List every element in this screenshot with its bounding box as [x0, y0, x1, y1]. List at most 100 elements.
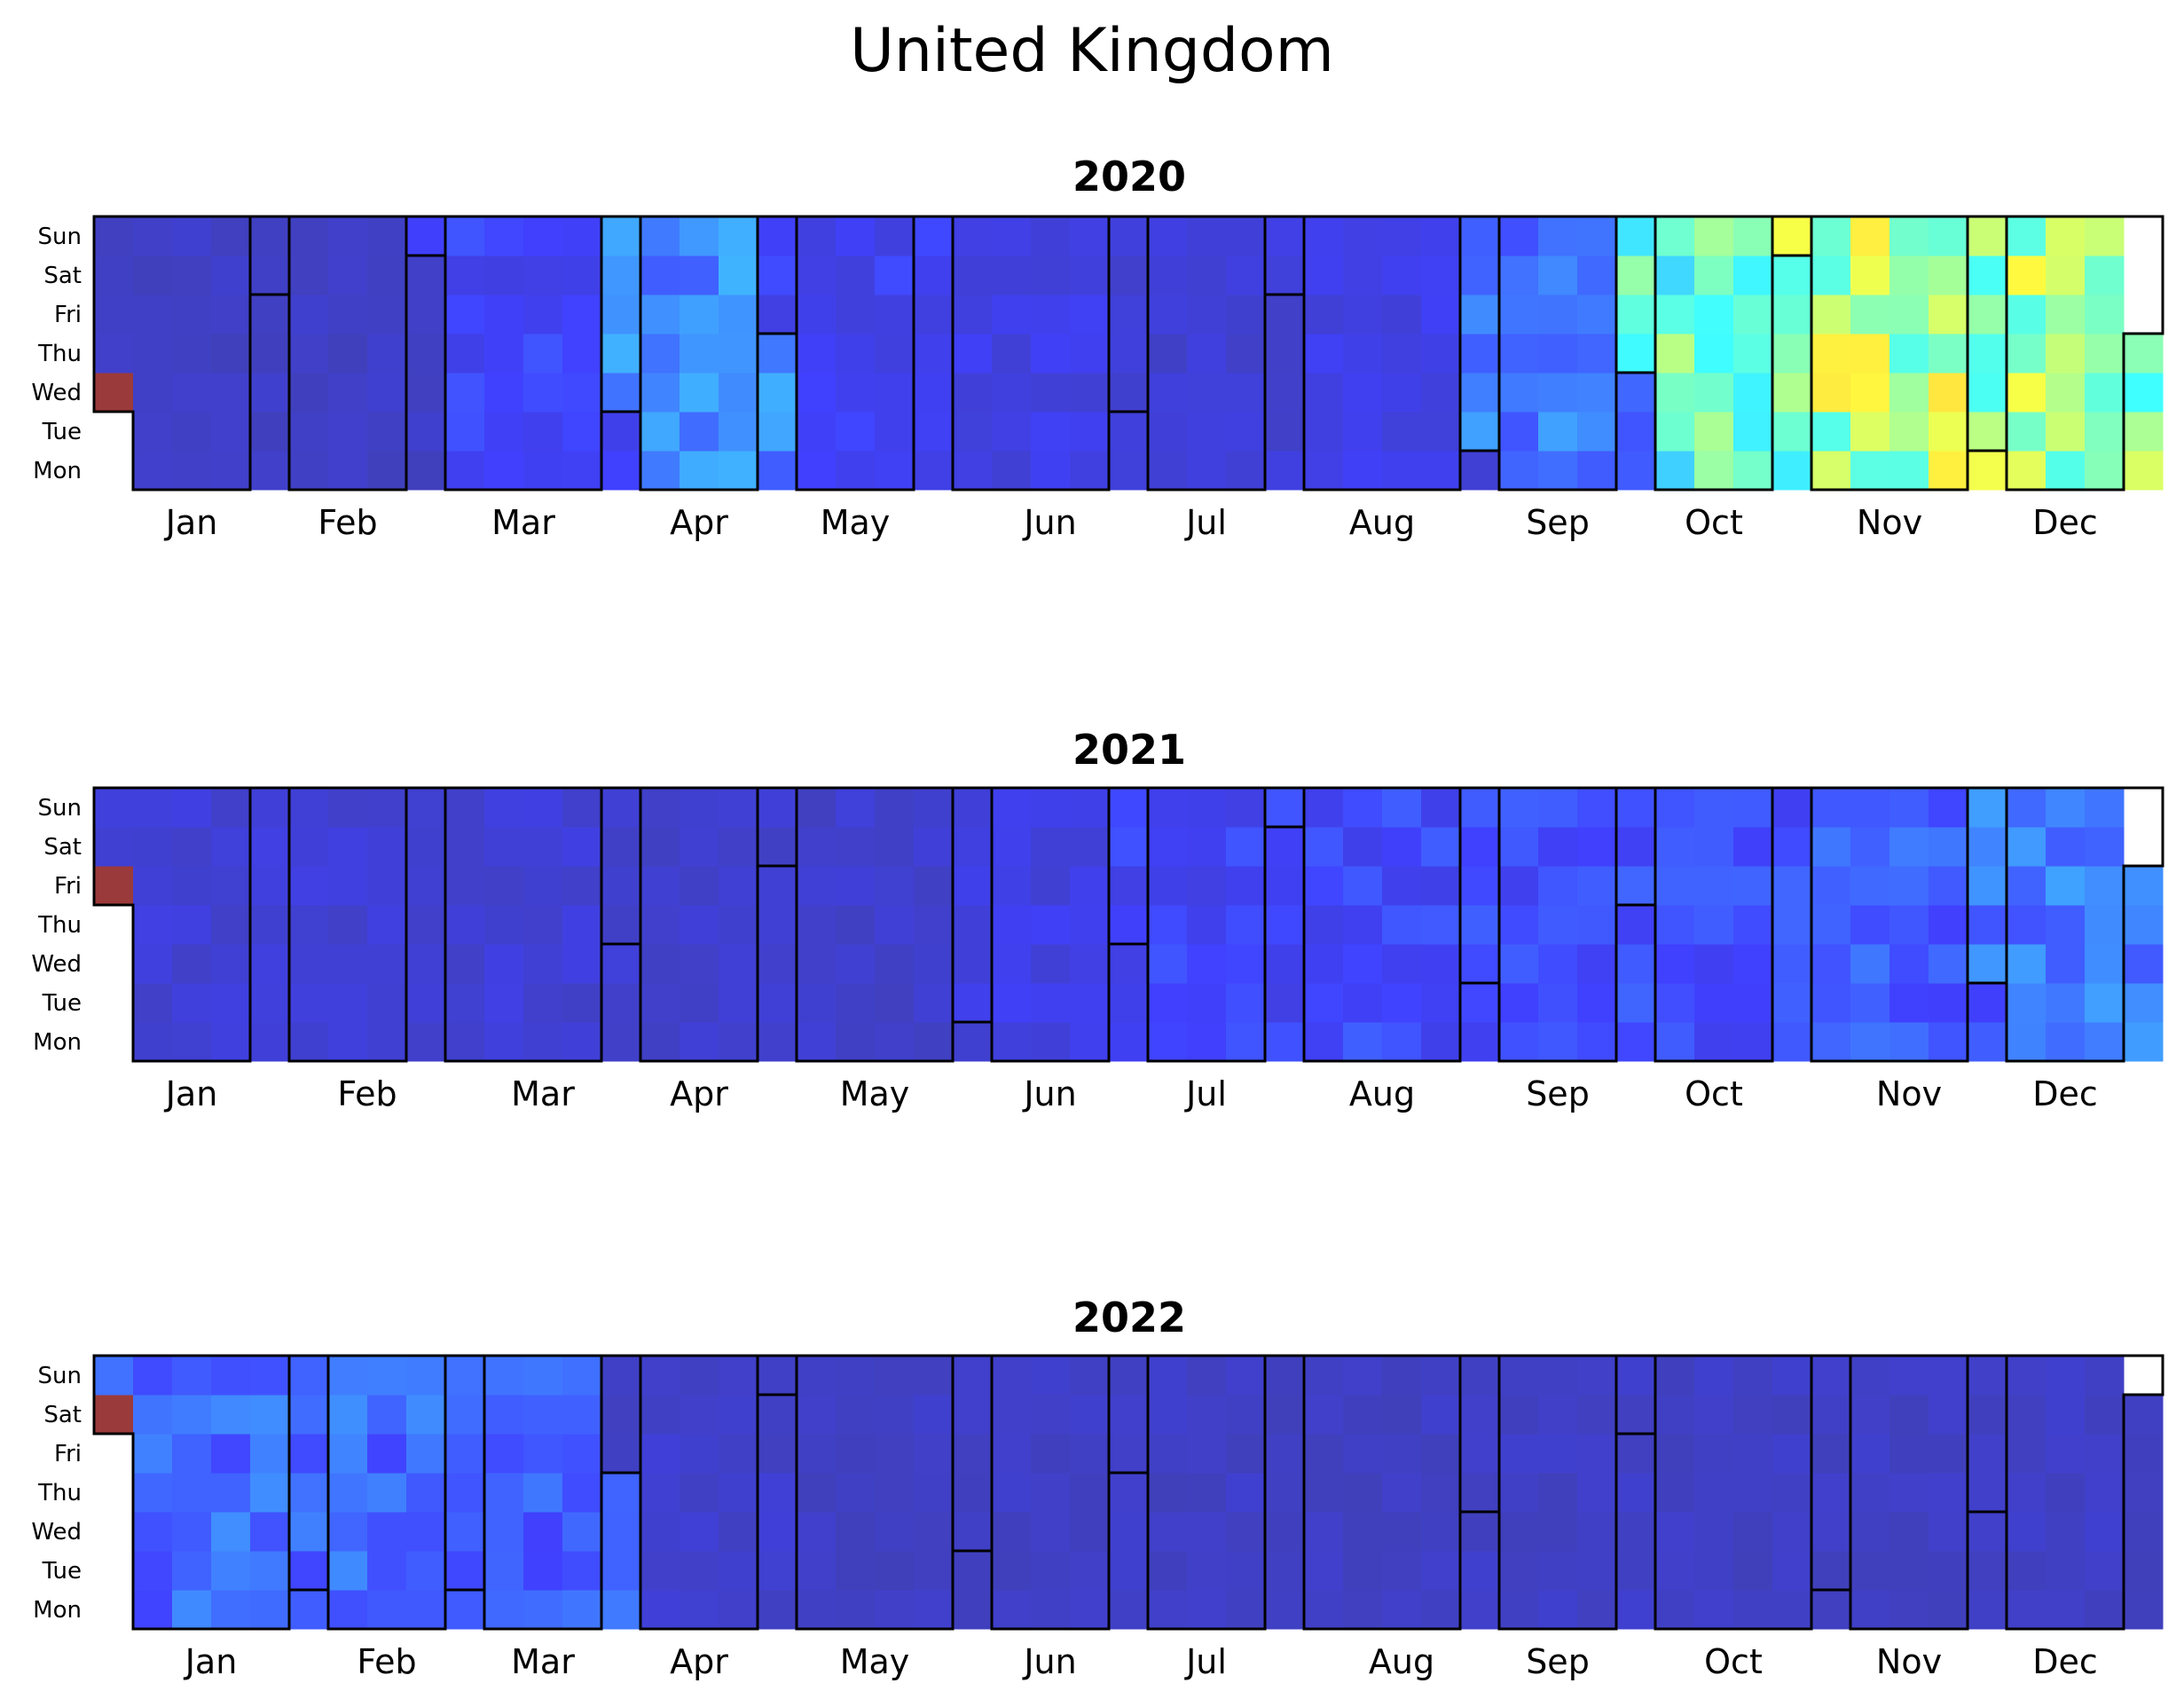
day-cell — [2046, 788, 2086, 828]
day-cell — [1733, 295, 1773, 334]
day-cell — [1694, 1590, 1734, 1630]
day-cell — [1499, 216, 1539, 256]
day-cell — [211, 256, 251, 295]
day-cell — [875, 1590, 915, 1630]
day-cell — [1850, 1551, 1890, 1591]
day-cell — [1265, 1356, 1305, 1396]
day-cell — [1694, 1551, 1734, 1591]
day-cell — [1929, 295, 1968, 334]
day-cell — [2085, 1551, 2125, 1591]
day-cell — [1889, 1022, 1929, 1062]
day-cell — [1109, 334, 1149, 374]
day-cell — [640, 295, 680, 334]
day-cell — [1577, 827, 1617, 867]
month-label-aug: Aug — [1349, 1074, 1415, 1113]
day-cell — [797, 827, 837, 867]
day-cell — [2124, 905, 2164, 945]
day-cell — [523, 1022, 563, 1062]
day-cell — [1889, 412, 1929, 452]
day-cell — [1109, 1356, 1149, 1396]
day-cell — [1148, 295, 1188, 334]
day-cell — [1421, 451, 1461, 491]
day-cell — [250, 1395, 290, 1435]
day-cell — [1031, 1434, 1071, 1474]
day-cell — [640, 216, 680, 256]
day-cell — [367, 295, 407, 334]
day-cell — [2085, 295, 2125, 334]
day-cell — [836, 256, 876, 295]
day-cell — [445, 944, 485, 984]
day-cell — [1616, 905, 1656, 945]
day-cell — [719, 1551, 758, 1591]
day-cell — [523, 1434, 563, 1474]
day-cell — [1538, 451, 1578, 491]
day-cell — [1655, 1512, 1695, 1552]
day-cell — [1382, 1022, 1422, 1062]
day-cell — [328, 1434, 368, 1474]
day-cell — [1382, 866, 1422, 906]
day-cell — [367, 373, 407, 413]
day-cell — [601, 1395, 641, 1435]
day-cell — [1304, 827, 1344, 867]
day-cell — [1499, 983, 1539, 1023]
day-cell — [1811, 216, 1851, 256]
day-cell — [914, 827, 954, 867]
day-cell — [289, 1434, 329, 1474]
day-cell — [289, 1473, 329, 1513]
day-cell — [992, 1395, 1032, 1435]
day-cell — [523, 1551, 563, 1591]
day-cell — [445, 451, 485, 491]
day-cell — [1850, 216, 1890, 256]
day-cell — [1694, 983, 1734, 1023]
day-cell — [1538, 1022, 1578, 1062]
day-cell — [1655, 788, 1695, 828]
day-cell — [1304, 983, 1344, 1023]
day-cell — [211, 827, 251, 867]
day-cell — [1694, 334, 1734, 374]
day-cell — [1421, 1434, 1461, 1474]
day-cell — [1460, 256, 1500, 295]
day-cell — [953, 1022, 993, 1062]
day-cell — [1811, 1395, 1851, 1435]
day-cell — [523, 788, 563, 828]
month-label-sep: Sep — [1526, 1642, 1590, 1681]
day-cell — [640, 1395, 680, 1435]
day-cell — [797, 295, 837, 334]
day-cell — [914, 1590, 954, 1630]
day-cell — [1421, 216, 1461, 256]
day-cell — [1538, 216, 1578, 256]
day-cell — [1929, 1022, 1968, 1062]
day-cell — [2046, 256, 2086, 295]
day-cell — [1929, 827, 1968, 867]
day-cell — [1109, 1590, 1149, 1630]
day-cell — [172, 256, 212, 295]
day-cell — [836, 788, 876, 828]
day-cell — [250, 1590, 290, 1630]
day-cell — [445, 1590, 485, 1630]
day-cell — [1577, 373, 1617, 413]
day-cell — [797, 788, 837, 828]
day-cell — [94, 256, 134, 295]
day-cell — [445, 788, 485, 828]
day-cell — [250, 373, 290, 413]
day-cell — [758, 1551, 797, 1591]
panel-2020: Sun Sat Fri Thu Wed Tue Mon Jan Feb Mar Apr May Jun J… — [31, 215, 2164, 542]
day-cell — [875, 944, 915, 984]
day-cell — [328, 1512, 368, 1552]
day-cell — [1265, 827, 1305, 867]
month-label-jul: Jul — [1184, 1074, 1227, 1113]
day-cell — [1265, 944, 1305, 984]
day-cell — [94, 295, 134, 334]
day-cell — [2007, 1395, 2047, 1435]
day-cell — [875, 1356, 915, 1396]
day-cell — [1733, 788, 1773, 828]
day-cell — [875, 1512, 915, 1552]
month-label-dec: Dec — [2032, 503, 2098, 542]
day-cell — [133, 866, 173, 906]
day-cell — [1577, 788, 1617, 828]
day-cell — [1382, 827, 1422, 867]
day-cell — [445, 1473, 485, 1513]
day-cell — [1226, 905, 1266, 945]
day-cell — [836, 1356, 876, 1396]
day-cell — [1538, 905, 1578, 945]
